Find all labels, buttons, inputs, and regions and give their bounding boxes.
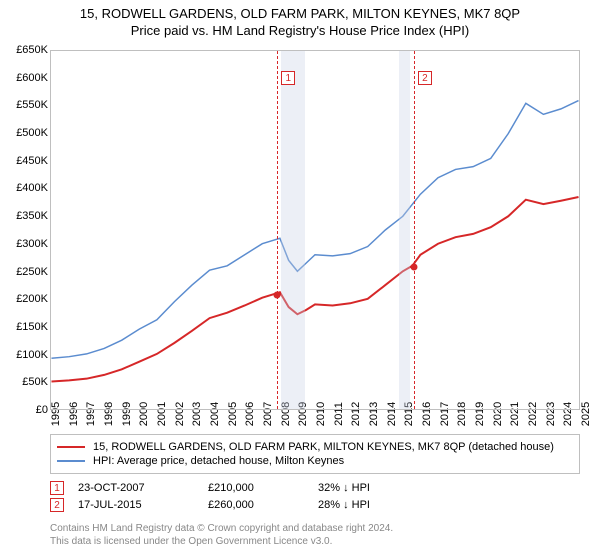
sales-table: 1 23-OCT-2007 £210,000 32% ↓ HPI 2 17-JU…: [50, 478, 580, 515]
y-tick-label: £600K: [2, 72, 48, 84]
sale-price: £210,000: [208, 482, 318, 494]
sale-date: 17-JUL-2015: [78, 499, 208, 511]
y-tick-label: £450K: [2, 155, 48, 167]
sales-row: 1 23-OCT-2007 £210,000 32% ↓ HPI: [50, 481, 580, 495]
recession-shade: [281, 51, 306, 409]
event-marker-icon: 2: [418, 71, 432, 85]
legend: 15, RODWELL GARDENS, OLD FARM PARK, MILT…: [50, 434, 580, 474]
footer-line2: This data is licensed under the Open Gov…: [50, 535, 580, 548]
legend-label: 15, RODWELL GARDENS, OLD FARM PARK, MILT…: [93, 441, 554, 453]
title-subtitle: Price paid vs. HM Land Registry's House …: [0, 23, 600, 38]
series-line: [51, 101, 578, 359]
sale-point-icon: [274, 291, 281, 298]
footer-attribution: Contains HM Land Registry data © Crown c…: [50, 522, 580, 548]
y-tick-label: £200K: [2, 293, 48, 305]
chart-plot-area: 12: [50, 50, 580, 410]
y-tick-label: £250K: [2, 266, 48, 278]
sale-marker-icon: 1: [50, 481, 64, 495]
event-vline: [277, 51, 278, 409]
sale-price: £260,000: [208, 499, 318, 511]
chart-lines-svg: [51, 51, 579, 409]
sale-marker-icon: 2: [50, 498, 64, 512]
y-tick-label: £300K: [2, 238, 48, 250]
sale-date: 23-OCT-2007: [78, 482, 208, 494]
y-tick-label: £500K: [2, 127, 48, 139]
y-tick-label: £400K: [2, 182, 48, 194]
x-tick-label: 2025: [580, 402, 592, 426]
legend-item: 15, RODWELL GARDENS, OLD FARM PARK, MILT…: [57, 441, 573, 453]
y-tick-label: £350K: [2, 210, 48, 222]
event-marker-icon: 1: [281, 71, 295, 85]
legend-item: HPI: Average price, detached house, Milt…: [57, 455, 573, 467]
footer-line1: Contains HM Land Registry data © Crown c…: [50, 522, 580, 535]
event-vline: [414, 51, 415, 409]
chart-container: 15, RODWELL GARDENS, OLD FARM PARK, MILT…: [0, 0, 600, 560]
legend-swatch: [57, 446, 85, 448]
sale-delta: 28% ↓ HPI: [318, 499, 438, 511]
legend-label: HPI: Average price, detached house, Milt…: [93, 455, 344, 467]
series-line: [51, 197, 578, 381]
title-block: 15, RODWELL GARDENS, OLD FARM PARK, MILT…: [0, 0, 600, 38]
y-tick-label: £550K: [2, 99, 48, 111]
y-tick-label: £150K: [2, 321, 48, 333]
recession-shade: [399, 51, 410, 409]
title-address: 15, RODWELL GARDENS, OLD FARM PARK, MILT…: [0, 6, 600, 21]
y-tick-label: £50K: [2, 376, 48, 388]
sale-delta: 32% ↓ HPI: [318, 482, 438, 494]
y-tick-label: £100K: [2, 349, 48, 361]
y-tick-label: £0: [2, 404, 48, 416]
sales-row: 2 17-JUL-2015 £260,000 28% ↓ HPI: [50, 498, 580, 512]
y-tick-label: £650K: [2, 44, 48, 56]
sale-point-icon: [410, 264, 417, 271]
legend-swatch: [57, 460, 85, 462]
